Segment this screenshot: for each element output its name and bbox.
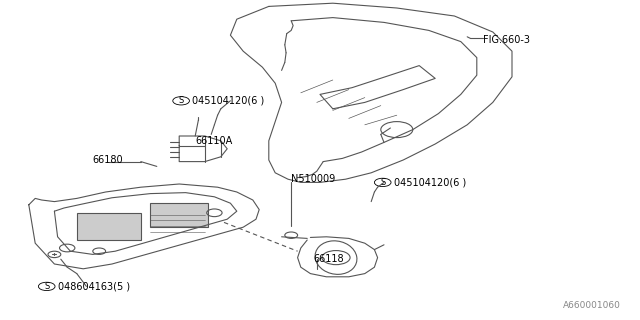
FancyBboxPatch shape <box>77 213 141 240</box>
Text: S: S <box>380 178 385 187</box>
Text: 045104120(6 ): 045104120(6 ) <box>192 96 264 106</box>
Text: 66180: 66180 <box>93 155 124 165</box>
Text: 048604163(5 ): 048604163(5 ) <box>58 281 130 292</box>
FancyBboxPatch shape <box>150 203 208 227</box>
Text: A660001060: A660001060 <box>563 301 621 310</box>
Text: S: S <box>179 96 184 105</box>
Text: 045104120(6 ): 045104120(6 ) <box>394 177 466 188</box>
Text: 66110A: 66110A <box>195 136 232 146</box>
Text: S: S <box>44 282 49 291</box>
Text: FIG.660-3: FIG.660-3 <box>483 35 530 45</box>
Text: N510009: N510009 <box>291 174 335 184</box>
Text: 66118: 66118 <box>314 254 344 264</box>
